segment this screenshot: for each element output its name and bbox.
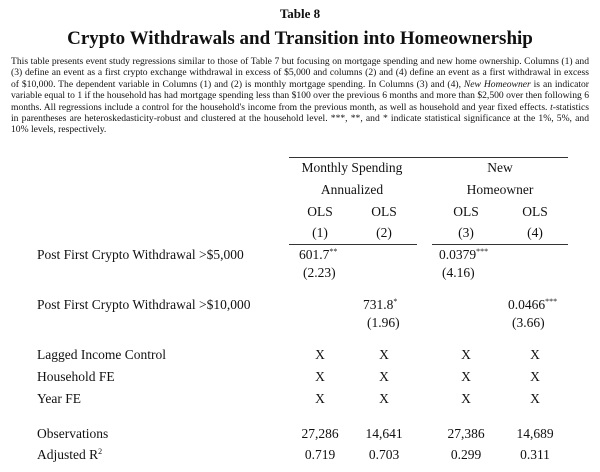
stat-label: Adjusted R2	[37, 447, 103, 462]
table-caption: This table presents event study regressi…	[11, 56, 589, 136]
significance-stars: 2	[98, 447, 103, 456]
control-label: Year FE	[37, 391, 82, 406]
stat-value: 27,286	[301, 426, 339, 441]
column-number: (1)	[312, 225, 328, 240]
t-statistic: (3.66)	[512, 315, 545, 330]
coefficient: 731.8*	[363, 297, 398, 312]
control-indicator: X	[530, 391, 540, 406]
column-method: OLS	[307, 204, 333, 219]
control-label: Lagged Income Control	[37, 347, 166, 362]
t-statistic: (2.23)	[303, 265, 336, 280]
control-indicator: X	[379, 369, 389, 384]
column-number: (2)	[376, 225, 392, 240]
control-indicator: X	[315, 369, 325, 384]
control-indicator: X	[315, 391, 325, 406]
control-indicator: X	[379, 391, 389, 406]
t-statistic: (4.16)	[442, 265, 475, 280]
control-indicator: X	[530, 369, 540, 384]
column-number: (4)	[527, 225, 543, 240]
stat-value: 0.719	[304, 447, 336, 462]
control-indicator: X	[379, 347, 389, 362]
column-method: OLS	[453, 204, 479, 219]
row-label: Post First Crypto Withdrawal >$5,000	[37, 247, 244, 262]
stat-value: 27,386	[447, 426, 485, 441]
column-group-header: New	[487, 160, 513, 175]
column-group-header: Homeowner	[466, 182, 534, 197]
column-group-header: Annualized	[320, 182, 384, 197]
significance-stars: ***	[476, 247, 489, 256]
stat-value: 14,689	[516, 426, 554, 441]
table-rule	[289, 157, 568, 158]
table-number: Table 8	[279, 6, 321, 21]
control-indicator: X	[461, 347, 471, 362]
caption-italic: New Homeowner	[463, 78, 531, 90]
control-indicator: X	[530, 347, 540, 362]
control-label: Household FE	[37, 369, 115, 384]
t-statistic: (1.96)	[367, 315, 400, 330]
column-group-header: Monthly Spending	[301, 160, 403, 175]
coefficient: 601.7**	[299, 247, 338, 262]
caption-text: -statistics in parentheses are heteroske…	[11, 101, 589, 136]
caption-text: is an indicator variable equal to 1 if t…	[11, 78, 589, 113]
significance-stars: ***	[545, 297, 558, 306]
table-rule	[432, 244, 568, 245]
table-title: Crypto Withdrawals and Transition into H…	[67, 28, 533, 49]
stat-label: Observations	[37, 426, 109, 441]
column-number: (3)	[458, 225, 474, 240]
stat-value: 0.311	[520, 447, 550, 462]
row-label: Post First Crypto Withdrawal >$10,000	[37, 297, 251, 312]
coefficient: 0.0379***	[439, 247, 489, 262]
caption-text: This table presents event study regressi…	[11, 56, 589, 90]
stat-value: 14,641	[365, 426, 403, 441]
control-indicator: X	[461, 369, 471, 384]
significance-stars: **	[329, 247, 338, 256]
column-method: OLS	[371, 204, 397, 219]
significance-stars: *	[393, 297, 398, 306]
column-method: OLS	[522, 204, 548, 219]
stat-value: 0.299	[450, 447, 482, 462]
caption-italic: t	[550, 101, 553, 113]
stat-value: 0.703	[368, 447, 400, 462]
coefficient: 0.0466***	[508, 297, 558, 312]
control-indicator: X	[461, 391, 471, 406]
control-indicator: X	[315, 347, 325, 362]
table-rule	[289, 244, 417, 245]
